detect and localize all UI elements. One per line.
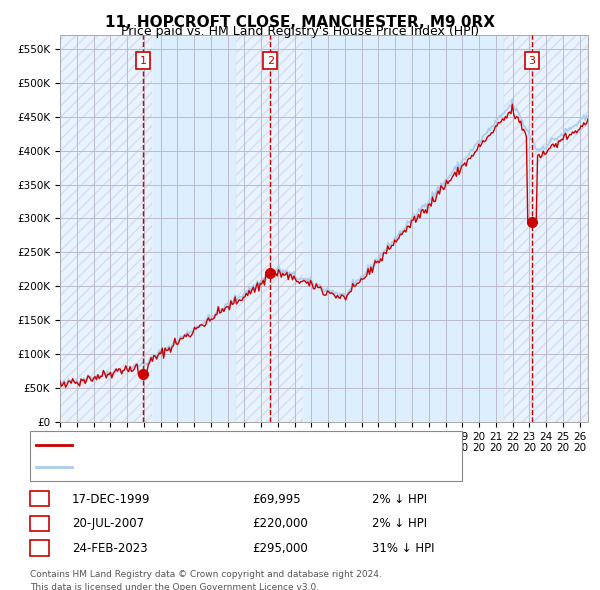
Text: 3: 3	[36, 542, 43, 555]
Text: Contains HM Land Registry data © Crown copyright and database right 2024.: Contains HM Land Registry data © Crown c…	[30, 570, 382, 579]
Text: This data is licensed under the Open Government Licence v3.0.: This data is licensed under the Open Gov…	[30, 583, 319, 590]
Text: 31% ↓ HPI: 31% ↓ HPI	[372, 542, 434, 555]
Text: 17-DEC-1999: 17-DEC-1999	[72, 493, 151, 506]
Text: 1: 1	[36, 493, 43, 506]
Text: 24-FEB-2023: 24-FEB-2023	[72, 542, 148, 555]
Bar	[504, 35, 588, 422]
Text: 20-JUL-2007: 20-JUL-2007	[72, 517, 144, 530]
Text: 2% ↓ HPI: 2% ↓ HPI	[372, 517, 427, 530]
Text: 2% ↓ HPI: 2% ↓ HPI	[372, 493, 427, 506]
Text: 1: 1	[140, 55, 146, 65]
Bar	[60, 35, 152, 422]
Text: 2: 2	[266, 55, 274, 65]
Text: HPI: Average price, detached house, Manchester: HPI: Average price, detached house, Manc…	[78, 462, 332, 472]
Text: 2: 2	[36, 517, 43, 530]
Text: 11, HOPCROFT CLOSE, MANCHESTER, M9 0RX (detached house): 11, HOPCROFT CLOSE, MANCHESTER, M9 0RX (…	[78, 440, 412, 450]
Bar	[60, 35, 152, 422]
Text: £69,995: £69,995	[252, 493, 301, 506]
Bar	[504, 35, 588, 422]
Bar	[236, 35, 303, 422]
Text: £220,000: £220,000	[252, 517, 308, 530]
Text: 11, HOPCROFT CLOSE, MANCHESTER, M9 0RX: 11, HOPCROFT CLOSE, MANCHESTER, M9 0RX	[105, 15, 495, 30]
Text: 3: 3	[529, 55, 535, 65]
Text: Price paid vs. HM Land Registry's House Price Index (HPI): Price paid vs. HM Land Registry's House …	[121, 25, 479, 38]
Text: £295,000: £295,000	[252, 542, 308, 555]
Bar	[236, 35, 303, 422]
